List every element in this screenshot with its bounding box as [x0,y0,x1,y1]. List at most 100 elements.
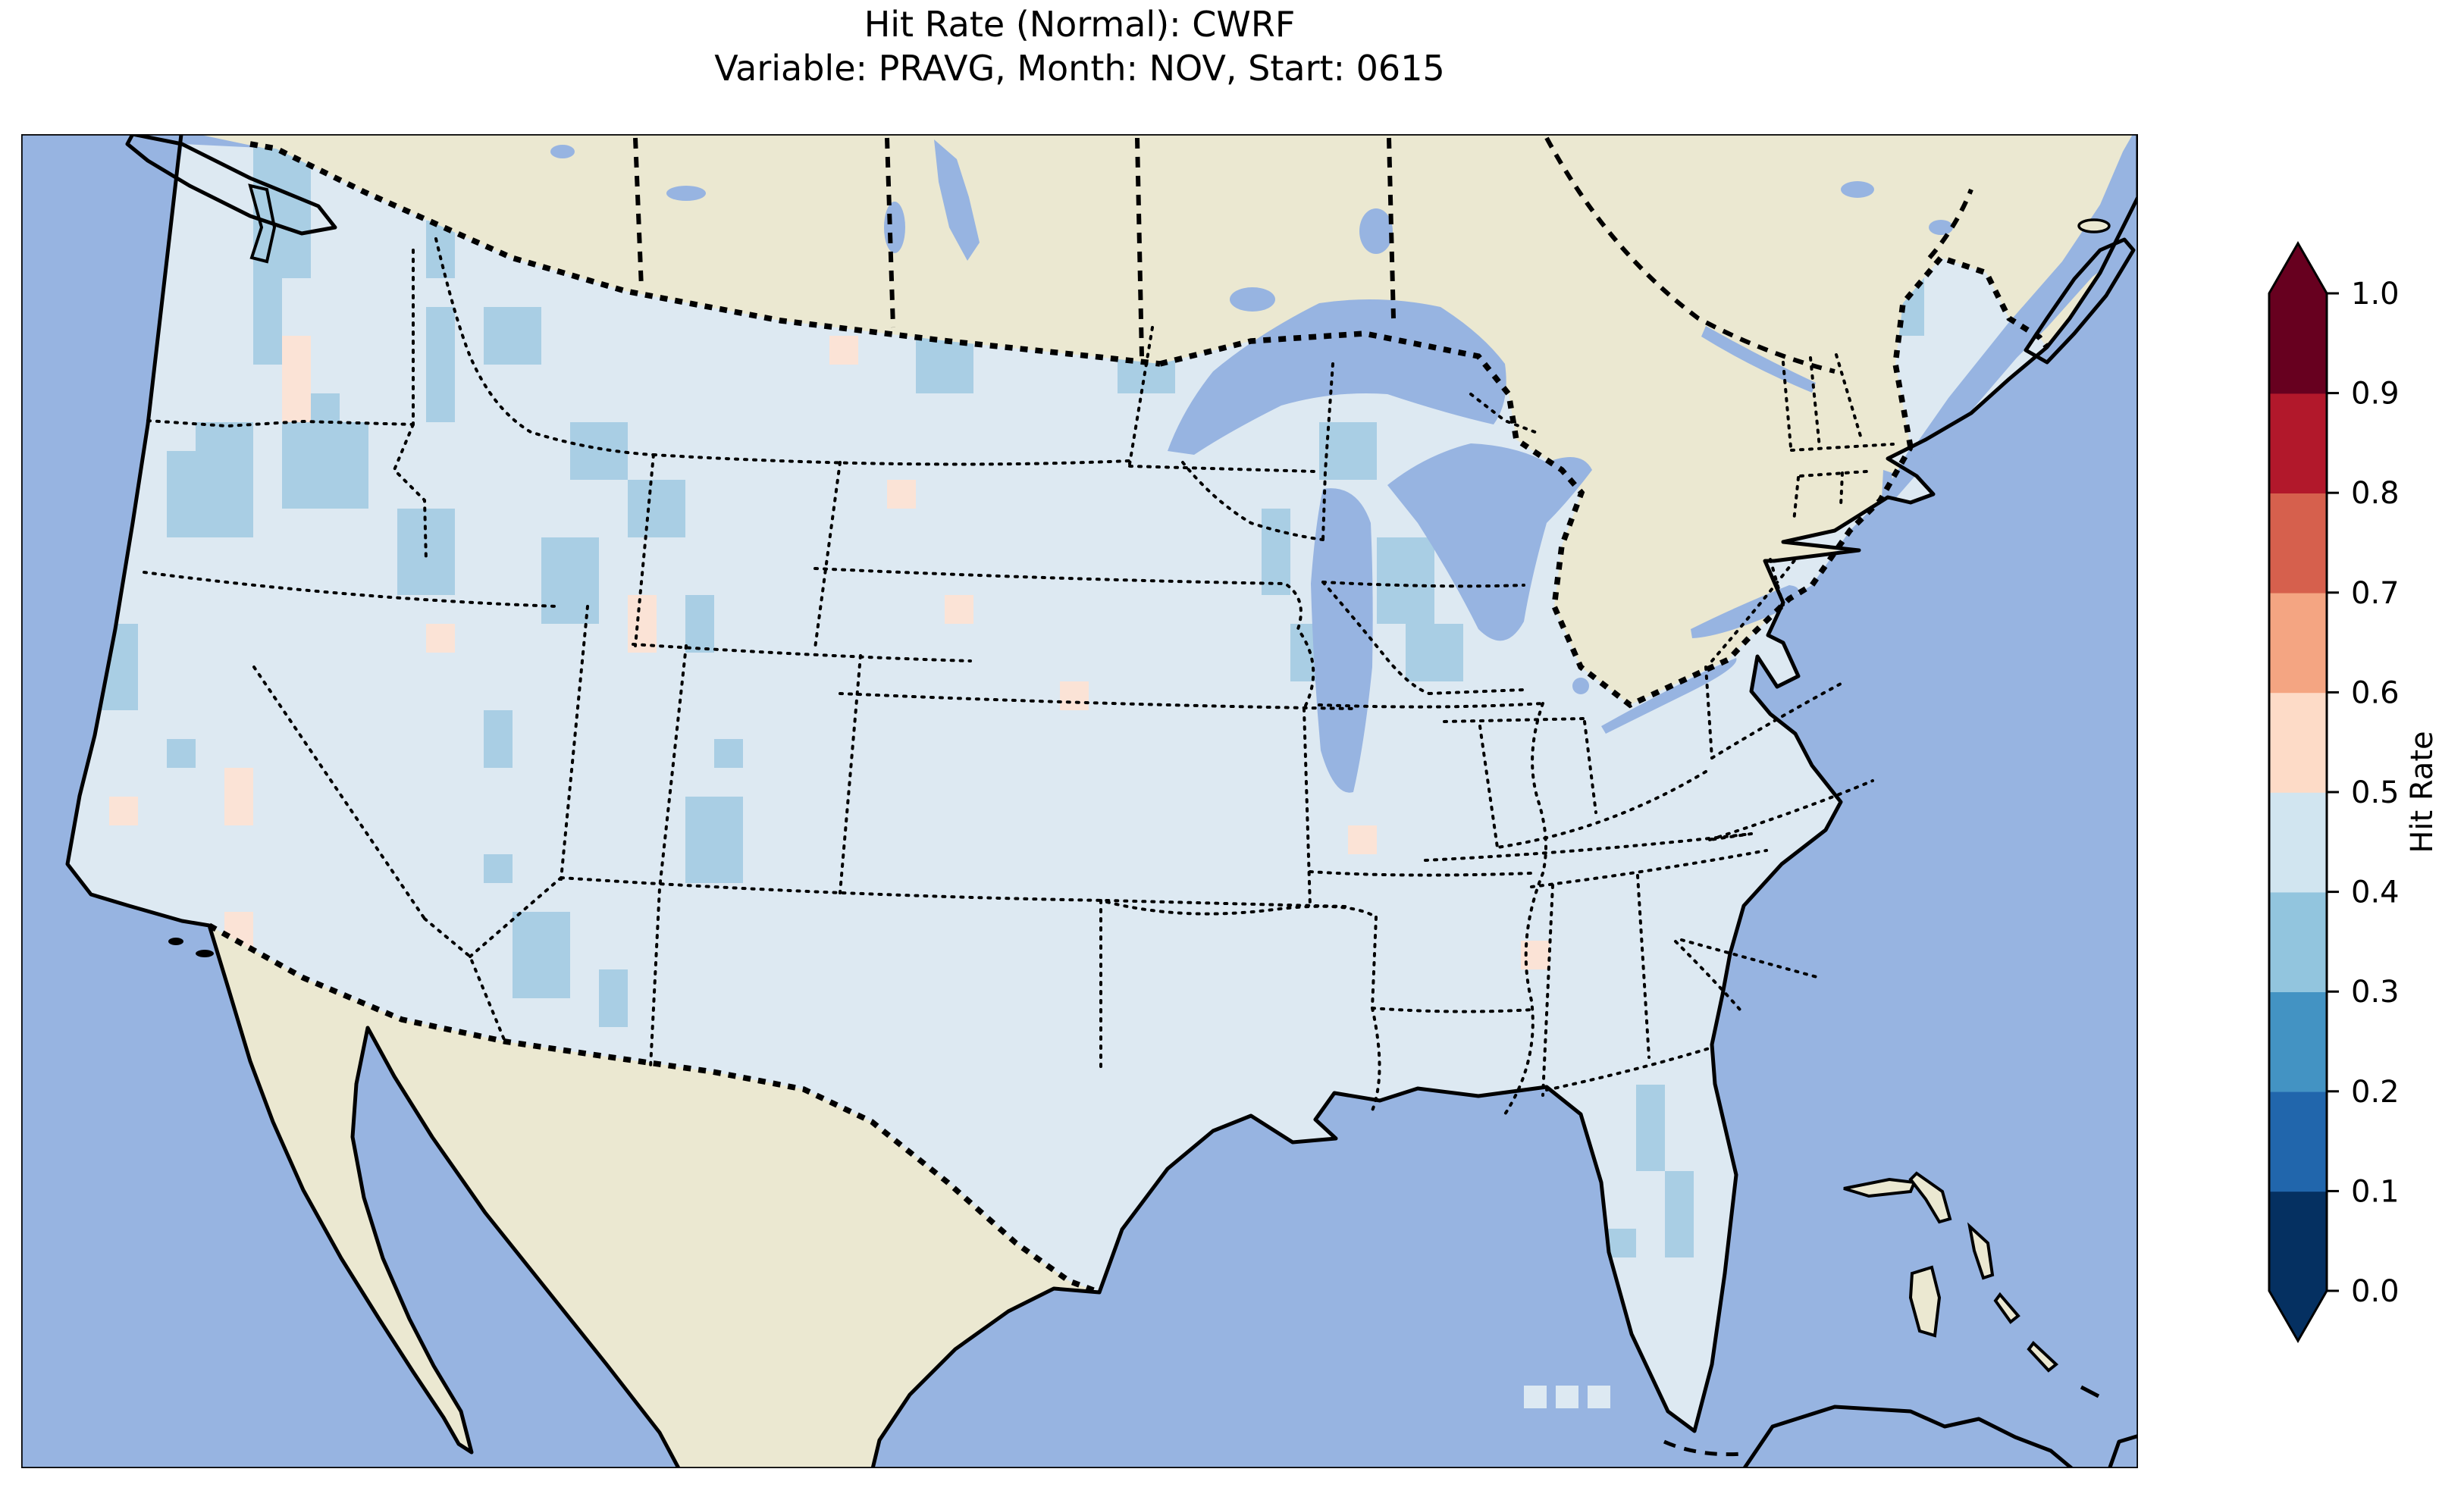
mesh-cell-0.3-0.4 [1636,1085,1665,1171]
colorbar-segment-0.7-0.8 [2269,493,2327,593]
colorbar-tick-label: 0.4 [2351,875,2400,910]
nova-scotia [2024,237,2136,365]
map-axes [21,134,2138,1468]
mesh-cell-0.5-0.6 [109,797,138,825]
abaco-island [1908,1171,1952,1224]
hispaniola-edge [2107,1433,2138,1468]
lake-winnipeg [934,139,980,261]
colorbar-segment-0.9-1.0 [2269,293,2327,394]
colorbar-tick-label: 0.9 [2351,377,2400,412]
colorbar-segment-0.1-0.2 [2269,1091,2327,1192]
mesh-cell-0.3-0.4 [685,595,714,653]
eleuthera-island [1967,1222,1995,1280]
florida-keys [1663,1439,1745,1457]
mesh-cell-0.3-0.4 [282,422,368,509]
lake-manitoba [884,202,905,253]
canada-lake [666,186,706,201]
colorbar-tick-label: 0.7 [2351,576,2400,611]
mesh-cell-0.3-0.4 [484,710,513,768]
mesh-cell-0.3-0.4 [1607,1229,1636,1257]
colorbar-segment-0.2-0.3 [2269,991,2327,1092]
chart-title: Hit Rate (Normal): CWRF [864,4,1296,45]
prince-edward-island [2077,218,2111,233]
colorbar-tick-label: 0.6 [2351,675,2400,710]
colorbar-tick-label: 0.5 [2351,775,2400,810]
colorbar-tick-label: 0.8 [2351,476,2400,511]
colorbar-tick-label: 0.0 [2351,1274,2400,1309]
channel-island [168,938,183,945]
vancouver-island [125,134,337,236]
lake-huron [1387,443,1592,641]
mesh-cell-0.3-0.4 [311,393,340,422]
cat-island [1993,1292,2020,1324]
mesh-cell-0.5-0.6 [887,480,916,509]
isolated-mesh-cells [1524,1386,1610,1408]
mesh-cell-0.3-0.4 [628,480,685,537]
mesh-cell-0.5-0.6 [282,336,311,422]
colorbar-axis-label: Hit Rate [2405,731,2440,853]
colorbar-tick-label: 1.0 [2351,277,2400,312]
lake-ontario [1691,585,1799,638]
mesh-cell-0.3-0.4 [714,739,743,768]
lake-nipigon [1359,208,1393,254]
colorbar-segment-0.6-0.7 [2269,592,2327,694]
mesh-cell-0.5-0.6 [829,336,858,365]
colorbar-extend-under-arrow [2269,1291,2327,1341]
mesh-cell-0.3-0.4 [167,739,196,768]
canada-lake [1841,181,1874,198]
mesh-cell-0.5-0.6 [1348,825,1377,854]
isolated-mesh-cell [1524,1386,1547,1408]
mesh-cell-0.3-0.4 [426,307,455,422]
lake-of-the-woods [1230,287,1275,312]
lake-st-clair [1572,678,1589,694]
grand-bahama [1843,1177,1917,1198]
colorbar-tick-label: 0.1 [2351,1174,2400,1209]
mesh-cell-0.3-0.4 [1262,509,1290,595]
cuba [1741,1405,2075,1468]
colorbar-segment-0.4-0.5 [2269,792,2327,893]
islands [125,134,2138,1468]
mesh-cell-0.3-0.4 [685,797,743,883]
colorbar-segment-0.5-0.6 [2269,692,2327,793]
great-lakes [1168,299,1799,793]
colorbar-segment-0.8-0.9 [2269,393,2327,493]
mesh-cell-0.3-0.4 [541,537,599,624]
turks-cays [2080,1385,2100,1398]
isolated-mesh-cell [1556,1386,1578,1408]
puget-sound-shore [248,183,277,264]
long-island-bahamas [2027,1341,2059,1373]
us-mexico-border [208,922,1101,1295]
lake-michigan [1311,488,1373,793]
mesh-cell-0.5-0.6 [1060,681,1089,710]
canada-lake [1929,220,1953,235]
province-borders [633,136,1973,374]
isolated-mesh-cell [1588,1386,1610,1408]
colorbar-tick-label: 0.3 [2351,975,2400,1010]
lake-erie [1601,658,1737,734]
mesh-cell-0.5-0.6 [224,768,253,825]
colorbar-segment-0.0-0.1 [2269,1191,2327,1292]
mesh-cell-0.3-0.4 [397,509,455,595]
mesh-cell-0.5-0.6 [426,624,455,653]
mesh-cell-0.3-0.4 [167,451,253,537]
mesh-cell-0.3-0.4 [1319,422,1377,480]
colorbar-extend-over-arrow [2269,243,2327,293]
chart-subtitle: Variable: PRAVG, Month: NOV, Start: 0615 [714,48,1444,89]
mesh-cell-0.3-0.4 [484,307,541,365]
colorbar: 0.0 0.1 0.2 0.3 0.4 0.5 0.6 0.7 0.8 0.9 1.0 [2268,240,2400,1344]
mesh-cell-0.3-0.4 [1377,537,1434,624]
ottawa-river [1701,326,1816,393]
mesh-cell-0.3-0.4 [253,249,282,365]
mesh-cell-0.5-0.6 [945,595,973,624]
state-borders [143,237,1895,1116]
us-canada-border-lakes [1159,330,1914,709]
mesh-cell-0.3-0.4 [484,854,513,883]
colorbar-segment-0.3-0.4 [2269,891,2327,992]
mesh-cell-0.3-0.4 [599,969,628,1027]
lake-superior [1168,299,1506,455]
mesh-cell-0.3-0.4 [513,912,570,998]
bay-of-fundy [2049,267,2133,373]
channel-island [196,950,214,957]
